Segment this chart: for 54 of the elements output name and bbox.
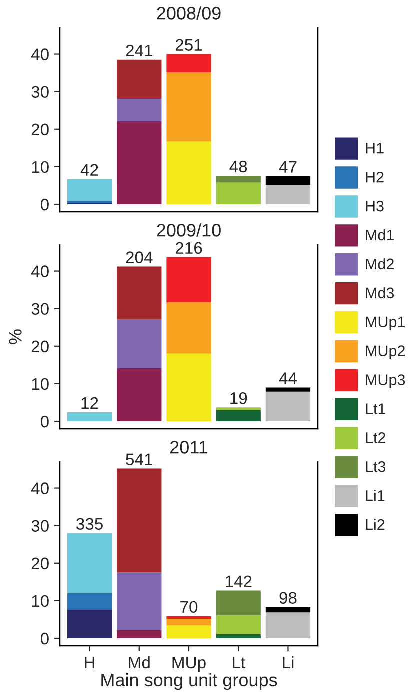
chart-title: 2009/10 [157, 224, 221, 237]
legend-label: Md3 [366, 287, 394, 299]
y-tick-label: 20 [32, 558, 49, 570]
legend-label: MUp1 [366, 316, 405, 331]
annotation: 42 [80, 164, 98, 176]
legend-label: H3 [366, 200, 384, 212]
annotation: 48 [230, 160, 248, 173]
y-tick-label: 40 [31, 266, 49, 278]
legend-label: Md1 [366, 229, 394, 241]
x-tick-label: MUp [172, 657, 206, 672]
y-tick-label: 40 [31, 482, 49, 494]
x-tick-label: Md [129, 656, 150, 669]
x-axis-title: Main song unit groups [102, 673, 278, 690]
chart-title: 2008/09 [157, 6, 221, 20]
annotation: 241 [126, 44, 152, 56]
y-tick-label: 10 [32, 161, 49, 174]
y-tick-label: 30 [32, 303, 49, 316]
chart-title: 2011 [170, 441, 208, 454]
legend-label: Li1 [366, 490, 385, 502]
legend-label: MUp2 [366, 346, 405, 360]
legend-label: H2 [366, 172, 384, 183]
annotation: 142 [226, 576, 252, 588]
y-axis-title: % [9, 330, 22, 344]
y-tick-label: 0 [40, 198, 49, 211]
annotation: 12 [82, 397, 98, 410]
y-tick-label: 0 [40, 416, 49, 428]
legend-label: Md2 [366, 258, 394, 270]
annotation: 204 [126, 252, 153, 264]
annotation: 98 [280, 592, 297, 604]
y-tick-label: 40 [31, 48, 49, 60]
legend-label: Lt1 [366, 404, 386, 414]
annotation: 216 [176, 242, 202, 254]
y-tick-label: 30 [32, 520, 49, 532]
y-tick-label: 10 [32, 378, 49, 390]
annotation: 44 [279, 372, 298, 384]
y-tick-label: 20 [32, 340, 49, 353]
x-tick-label: Li [283, 656, 294, 668]
annotation: 70 [180, 601, 198, 614]
annotation: 251 [176, 39, 202, 51]
x-tick-label: Lt [233, 657, 246, 669]
x-tick-label: H [85, 657, 94, 668]
legend-label: Lt2 [366, 432, 386, 444]
annotation: 335 [76, 518, 103, 530]
y-tick-label: 10 [32, 595, 49, 608]
annotation: 19 [230, 392, 248, 404]
y-tick-label: 30 [32, 86, 49, 98]
legend-label: H1 [366, 143, 384, 154]
annotation: 541 [126, 454, 152, 466]
legend-label: Li2 [366, 518, 385, 530]
legend-label: Lt3 [366, 461, 386, 472]
y-tick-label: 20 [32, 124, 49, 136]
legend-label: MUp3 [366, 374, 406, 388]
annotation: 47 [279, 161, 297, 173]
y-tick-label: 0 [40, 632, 49, 645]
